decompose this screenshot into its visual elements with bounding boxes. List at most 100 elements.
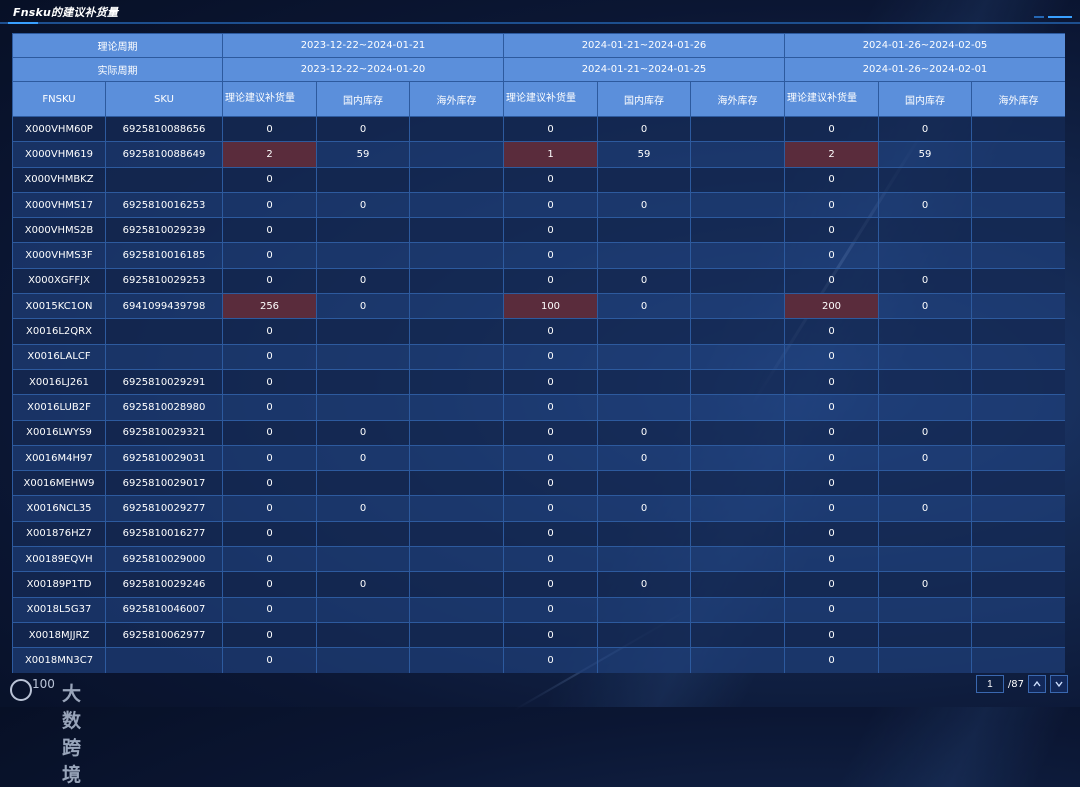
cell-domestic: 0	[597, 191, 691, 219]
table-row[interactable]: X0016L2QRX 0 0 0	[12, 318, 1065, 345]
cell-domestic	[878, 368, 972, 396]
cell-suggest: 0	[222, 419, 317, 446]
table-row[interactable]: X0016LWYS9 6925810029321 0 0 0 0 0 0	[12, 419, 1065, 446]
table-row[interactable]: X0018L5G37 6925810046007 0 0 0	[12, 596, 1065, 623]
cell-domestic	[597, 318, 691, 345]
table-row[interactable]: X001876HZ7 6925810016277 0 0 0	[12, 520, 1065, 548]
cell-suggest: 0	[784, 520, 879, 548]
column-header-overseas[interactable]: 海外库存	[690, 81, 785, 117]
cell-suggest: 0	[503, 520, 598, 548]
table-row[interactable]: X000VHM60P 6925810088656 0 0 0 0 0 0	[12, 115, 1065, 143]
table-row[interactable]: X000VHMS2B 6925810029239 0 0 0	[12, 217, 1065, 244]
page-total: /87	[1007, 678, 1024, 690]
cell-domestic: 0	[316, 267, 410, 295]
cell-overseas	[690, 621, 785, 649]
cell-domestic	[316, 394, 410, 421]
cell-domestic	[316, 368, 410, 396]
cell-suggest: 0	[503, 368, 598, 396]
cell-domestic	[597, 166, 691, 193]
page-prev-button[interactable]	[1028, 675, 1046, 693]
cell-sku: 6925810088656	[105, 115, 223, 143]
table-row[interactable]: X000VHMS3F 6925810016185 0 0 0	[12, 242, 1065, 269]
cell-overseas	[409, 293, 504, 320]
cell-domestic: 0	[597, 293, 691, 320]
cell-domestic: 0	[878, 267, 972, 295]
cell-overseas	[409, 343, 504, 370]
cell-domestic: 0	[597, 571, 691, 598]
cell-fnsku: X000VHMS3F	[12, 242, 106, 269]
cell-suggest: 0	[503, 571, 598, 598]
column-header-domestic[interactable]: 国内库存	[316, 81, 410, 117]
cell-overseas	[971, 596, 1065, 623]
table-row[interactable]: X0016LJ261 6925810029291 0 0 0	[12, 368, 1065, 396]
table-row[interactable]: X000VHMBKZ 0 0 0	[12, 166, 1065, 193]
cell-suggest: 0	[784, 647, 879, 673]
cell-suggest: 0	[222, 495, 317, 522]
cell-fnsku: X0016MEHW9	[12, 470, 106, 497]
column-header-sku[interactable]: SKU	[105, 81, 223, 117]
logo-text: 大数跨境	[62, 683, 83, 786]
cell-overseas	[409, 217, 504, 244]
column-header-overseas[interactable]: 海外库存	[409, 81, 504, 117]
table-row[interactable]: X0015KC1ON 6941099439798 256 0 100 0 200 0	[12, 293, 1065, 320]
table-row[interactable]: X0016M4H97 6925810029031 0 0 0 0 0 0	[12, 444, 1065, 472]
table-row[interactable]: X00189EQVH 6925810029000 0 0 0	[12, 546, 1065, 573]
cell-domestic	[316, 647, 410, 673]
column-header-fnsku[interactable]: FNSKU	[12, 81, 106, 117]
table-row[interactable]: X00189P1TD 6925810029246 0 0 0 0 0 0	[12, 571, 1065, 598]
cell-overseas	[409, 419, 504, 446]
cell-suggest: 0	[222, 621, 317, 649]
actual-period-label: 实际周期	[12, 57, 223, 82]
table-row[interactable]: X000XGFFJX 6925810029253 0 0 0 0 0 0	[12, 267, 1065, 295]
cell-overseas	[690, 293, 785, 320]
replenishment-table-container[interactable]: 理论周期 2023-12-22~2024-01-21 2024-01-21~20…	[12, 33, 1065, 673]
cell-suggest: 0	[222, 470, 317, 497]
table-row[interactable]: X0016LUB2F 6925810028980 0 0 0	[12, 394, 1065, 421]
column-header-suggest[interactable]: 理论建议补货量	[222, 81, 317, 117]
cell-overseas	[690, 343, 785, 370]
table-row[interactable]: X0016MEHW9 6925810029017 0 0 0	[12, 470, 1065, 497]
cell-overseas	[971, 419, 1065, 446]
cell-overseas	[409, 596, 504, 623]
table-row[interactable]: X000VHM619 6925810088649 2 59 1 59 2 59	[12, 141, 1065, 168]
table-row[interactable]: X0016LALCF 0 0 0	[12, 343, 1065, 370]
cell-overseas	[690, 419, 785, 446]
cell-suggest: 0	[503, 470, 598, 497]
cell-domestic	[878, 621, 972, 649]
table-row[interactable]: X0018MN3C7 0 0 0	[12, 647, 1065, 673]
cell-suggest: 0	[784, 444, 879, 472]
cell-overseas	[690, 166, 785, 193]
cell-overseas	[409, 318, 504, 345]
cell-sku: 6925810029321	[105, 419, 223, 446]
cell-overseas	[409, 166, 504, 193]
cell-domestic: 0	[878, 293, 972, 320]
column-header-domestic[interactable]: 国内库存	[878, 81, 972, 117]
cell-domestic	[316, 470, 410, 497]
cell-sku: 6925810062977	[105, 621, 223, 649]
page-number-input[interactable]	[975, 675, 1004, 693]
cell-suggest: 0	[784, 368, 879, 396]
cell-domestic: 59	[597, 141, 691, 168]
cell-suggest: 0	[503, 394, 598, 421]
table-row[interactable]: X0016NCL35 6925810029277 0 0 0 0 0 0	[12, 495, 1065, 522]
column-header-overseas[interactable]: 海外库存	[971, 81, 1065, 117]
column-header-suggest[interactable]: 理论建议补货量	[784, 81, 879, 117]
cell-domestic	[316, 217, 410, 244]
cell-suggest: 0	[222, 318, 317, 345]
cell-domestic: 0	[316, 115, 410, 143]
cell-fnsku: X000VHMS2B	[12, 217, 106, 244]
cell-fnsku: X0016L2QRX	[12, 318, 106, 345]
cell-domestic: 0	[878, 495, 972, 522]
cell-suggest: 200	[784, 293, 879, 320]
cell-fnsku: X0016NCL35	[12, 495, 106, 522]
cell-overseas	[690, 596, 785, 623]
column-header-domestic[interactable]: 国内库存	[597, 81, 691, 117]
cell-domestic	[878, 647, 972, 673]
table-row[interactable]: X000VHMS17 6925810016253 0 0 0 0 0 0	[12, 191, 1065, 219]
cell-domestic	[878, 242, 972, 269]
column-header-suggest[interactable]: 理论建议补货量	[503, 81, 598, 117]
cell-domestic	[316, 546, 410, 573]
cell-suggest: 0	[784, 217, 879, 244]
page-next-button[interactable]	[1050, 675, 1068, 693]
table-row[interactable]: X0018MJJRZ 6925810062977 0 0 0	[12, 621, 1065, 649]
